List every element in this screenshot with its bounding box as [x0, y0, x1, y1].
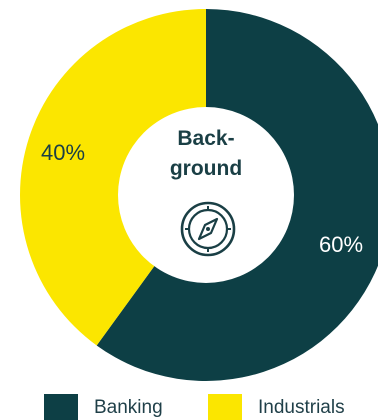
center-title-line-2: ground — [170, 157, 242, 180]
compass-icon — [180, 201, 236, 257]
legend-label-industrials: Industrials — [258, 397, 345, 418]
slice-label-banking: 60% — [319, 232, 363, 257]
legend-swatch-banking — [44, 394, 78, 420]
slice-label-industrials: 40% — [41, 140, 85, 165]
legend-swatch-industrials — [208, 394, 242, 420]
slice-industrials — [19, 9, 206, 346]
legend: Banking Industrials — [44, 394, 345, 420]
donut-hole — [118, 107, 294, 283]
center-title-line-1: Back- — [177, 127, 234, 150]
legend-label-banking: Banking — [94, 397, 163, 418]
